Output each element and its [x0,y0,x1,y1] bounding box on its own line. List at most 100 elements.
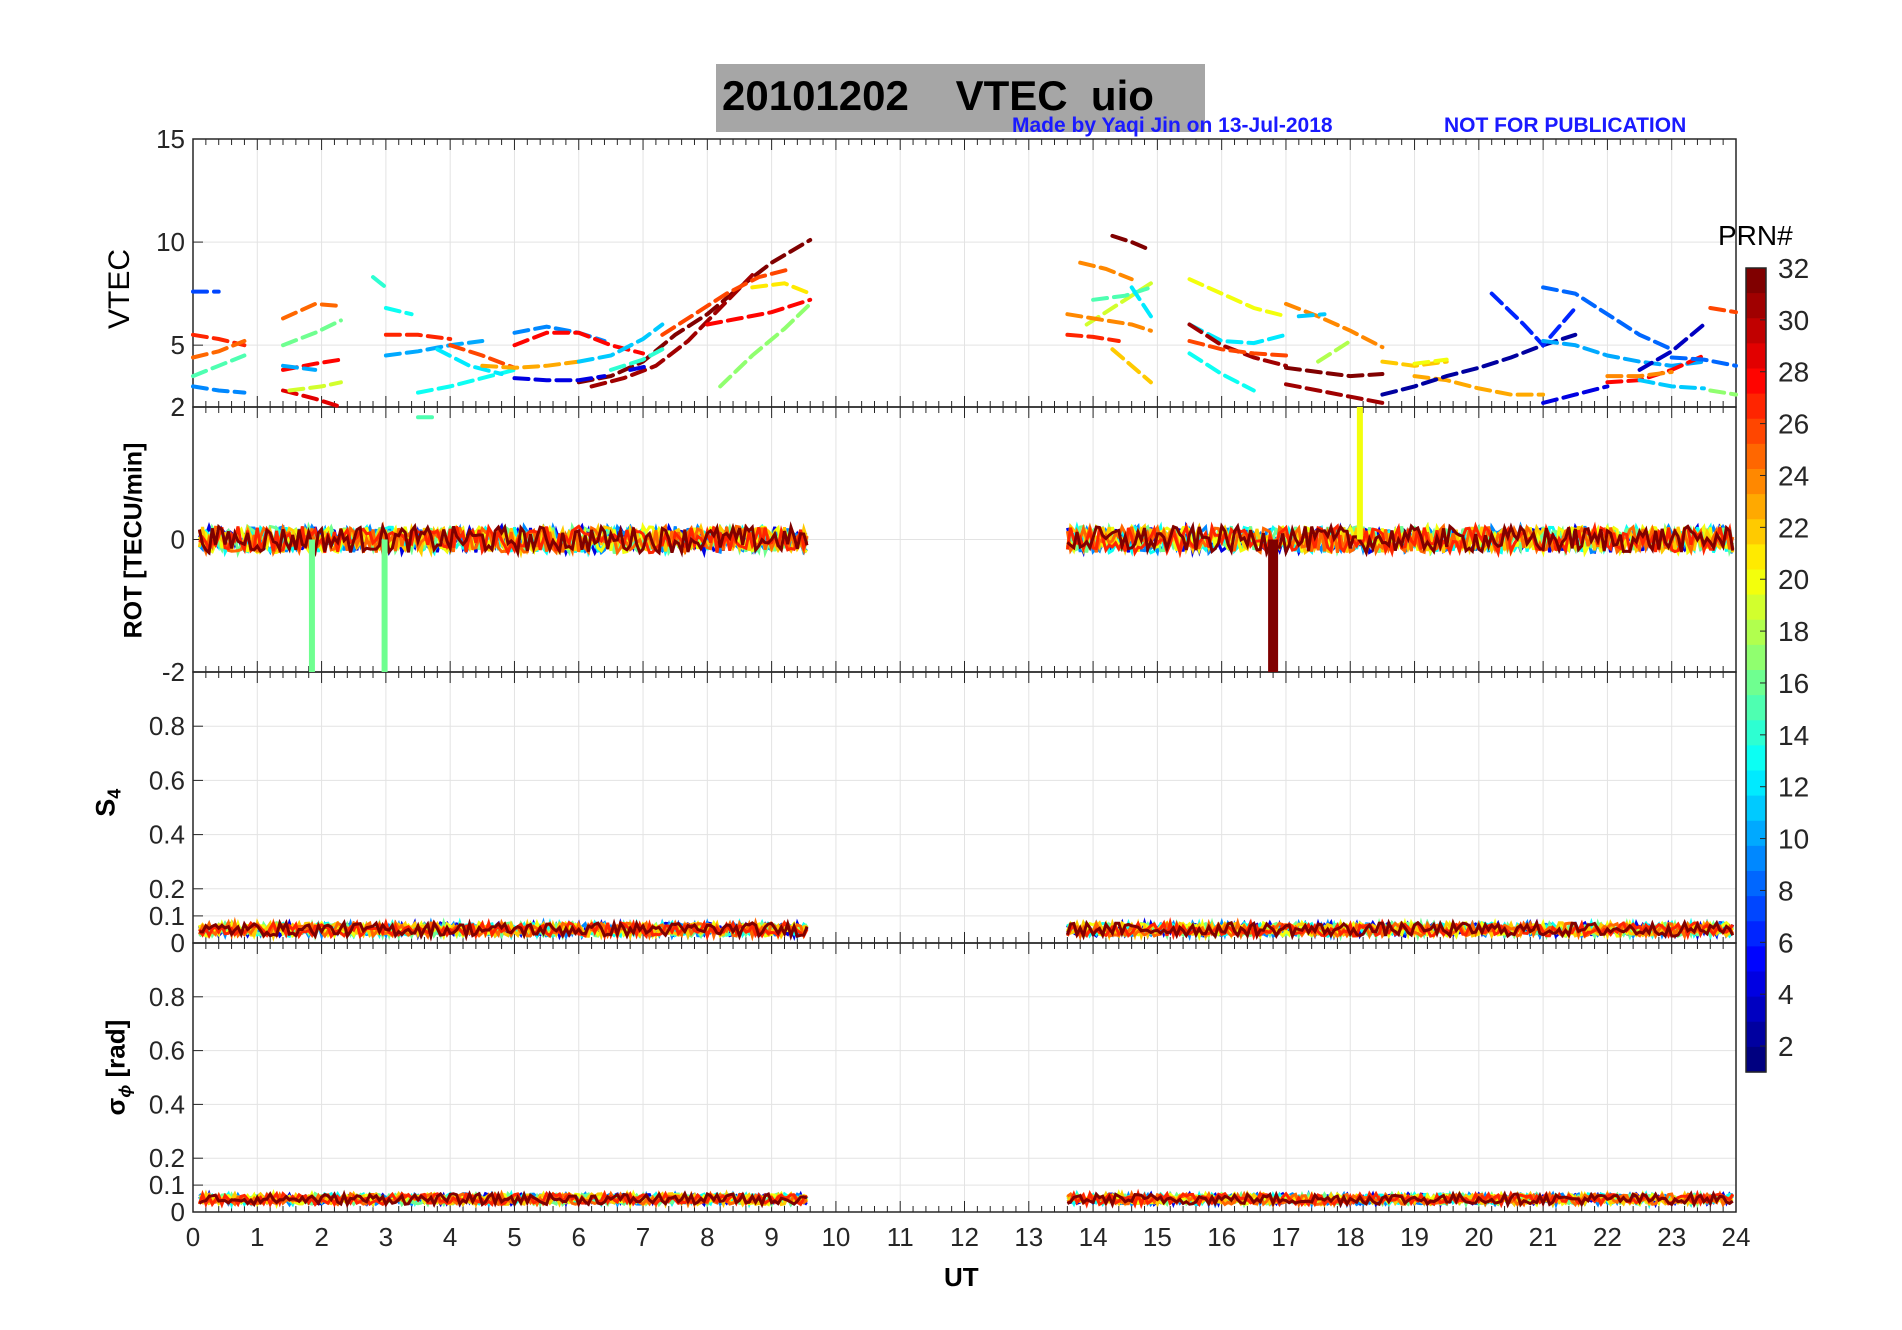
s4-trace-prn-32 [199,918,809,943]
vtec-series-prn-9 [191,384,247,395]
colorbar-swatch [1746,795,1766,822]
vtec-ylabel: VTEC [103,249,136,330]
colorbar-swatch [1746,544,1766,571]
x-tick-label: 6 [572,1222,586,1252]
vtec-series-prn-10 [281,363,318,372]
vtec-series-prn-13 [1187,351,1256,393]
colorbar-tick-label: 22 [1778,512,1809,543]
vtec-series-prn-11 [1296,312,1327,319]
x-tick-label: 12 [950,1222,979,1252]
y-tick-label: 15 [156,124,185,154]
colorbar-swatch [1746,745,1766,772]
sigma_phi-noise-group [197,1188,1735,1210]
vtec-series-prn-23 [480,359,581,370]
vtec-series-prn-21 [750,281,813,296]
y-tick-label: 0.6 [149,765,185,795]
vtec-series-prn-8 [1669,355,1738,368]
colorbar-swatch [1746,469,1766,495]
y-tick-label: 5 [171,330,185,360]
vtec-series-prn-24 [1284,301,1385,350]
colorbar-tick-label: 12 [1778,772,1809,803]
vtec-series-prn-10 [383,339,485,358]
x-tick-label: 7 [636,1222,650,1252]
colorbar-swatch [1746,770,1766,797]
vtec-series-prn-17 [718,301,813,389]
panel-sigma_phi: 0.8 0.6 0.4 0.20.10 [149,942,1737,1227]
colorbar-tick-label: 20 [1778,564,1809,595]
vtec-series-prn-17 [1708,388,1738,397]
vtec-series-prn-16 [281,318,343,348]
vtec-series-prn-12 [435,347,504,376]
vtec-series-prn-14 [608,347,665,372]
vtec-series-prn-9 [512,324,607,343]
y-tick-label: 0 [171,928,185,958]
colorbar-tick-label: 14 [1778,720,1809,751]
vtec-series-prn-27 [383,332,453,341]
colorbar-frame [1745,267,1767,1073]
vtec-series-prn-28 [705,297,813,327]
y-tick-label: 0.4 [149,820,185,850]
vtec-series-prn-28 [1605,353,1706,385]
vtec-series-prn-11 [576,322,665,364]
vtec-series-prn-4 [1541,384,1610,405]
vtec-series-prn-15 [191,353,247,379]
colorbar-swatch [1746,971,1766,998]
vtec-series-prn-20 [1412,357,1449,366]
s4-noise-group [198,916,1735,943]
vtec-series-prn-29 [281,388,343,409]
x-tick-label: 22 [1593,1222,1622,1252]
y-tick-label: 0.1 [149,1170,185,1200]
x-tick-label: 9 [764,1222,778,1252]
colorbar-swatch [1746,644,1766,671]
vtec-series-prn-31 [1284,382,1385,405]
colorbar-swatch [1746,896,1766,922]
x-tick-label: 23 [1657,1222,1686,1252]
vtec-series-group [191,233,1738,420]
colorbar-tick-label: 28 [1778,357,1809,388]
colorbar-swatch [1746,619,1766,646]
vtec-series-prn-15 [1091,285,1153,302]
x-tick-label: 4 [443,1222,457,1252]
vtec-series-prn-14 [371,275,388,290]
colorbar-swatch [1746,871,1766,897]
y-tick-label: 0.2 [149,874,185,904]
vtec-series-prn-22 [1380,359,1449,368]
x-tick-label: 3 [379,1222,393,1252]
colorbar-swatch [1746,594,1766,621]
sigma-phi-ylabel: σϕ [rad] [100,1019,135,1116]
rot-trace-prn-32 [197,521,809,559]
colorbar-tick-label: 2 [1778,1031,1794,1062]
vtec-series-prn-24 [1605,370,1674,379]
vtec-series-prn-32 [1284,365,1385,379]
title-station: uio [1090,72,1154,119]
vtec-series-prn-13 [383,306,414,317]
vtec-series-prn-11 [1637,378,1706,391]
colorbar-swatch [1746,946,1766,973]
y-tick-label: 2 [171,392,185,422]
x-tick-label: 17 [1271,1222,1300,1252]
vtec-series-prn-18 [1316,339,1353,364]
vtec-series-prn-6 [1489,291,1578,349]
vtec-series-prn-12 [1129,285,1153,319]
y-tick-label: 0.8 [149,982,185,1012]
vtec-series-prn-25 [281,301,343,321]
colorbar-swatch [1746,268,1766,294]
y-tick-label: -2 [162,657,185,687]
vtec-series-prn-19 [287,380,343,393]
y-tick-label: 2 [171,392,185,422]
colorbar-swatch [1746,921,1766,947]
x-tick-label: 10 [821,1222,850,1252]
colorbar-swatch [1746,1046,1766,1073]
x-tick-label: 0 [186,1222,200,1252]
y-tick-label: 10 [156,227,185,257]
vtec-series-prn-3 [1637,322,1706,372]
sigma_phi-trace-prn-27 [197,1189,808,1209]
x-tick-label: 19 [1400,1222,1429,1252]
sigma_phi-trace-prn-32 [1066,1190,1734,1209]
colorbar-swatch [1746,519,1766,545]
vtec-series-prn-32 [1110,233,1153,253]
vtec-series-prn-10 [1541,339,1706,368]
colorbar-swatch [1746,318,1766,344]
y-tick-label: 0.6 [149,1036,185,1066]
x-tick-label: 20 [1464,1222,1493,1252]
